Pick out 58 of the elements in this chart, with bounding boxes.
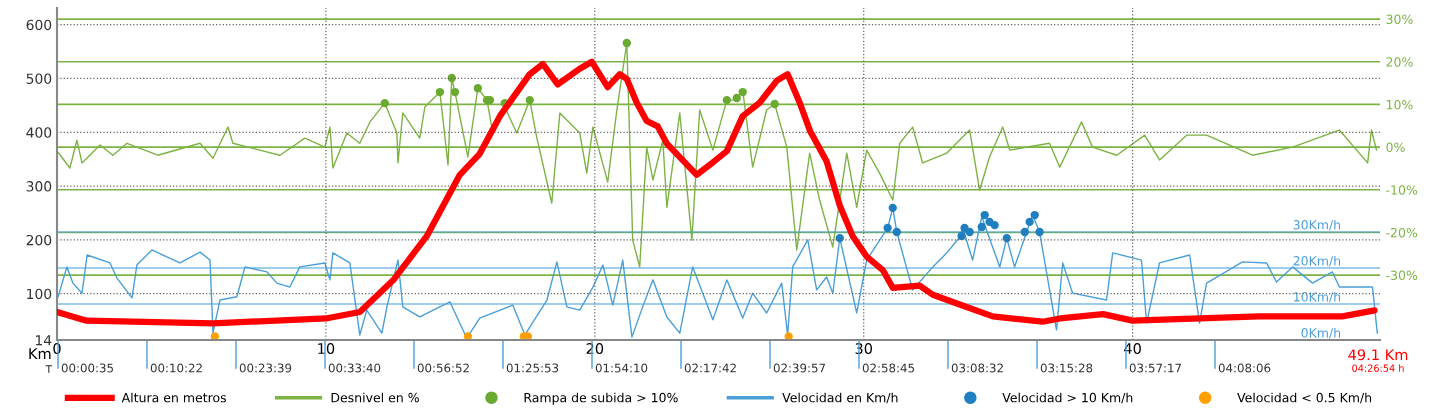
y3-tick-label: 30Km/h [1293, 219, 1341, 231]
text: 02:58:45 [862, 363, 914, 373]
text: 49.1 Km [1348, 349, 1408, 361]
y2-tick-label: -30% [1386, 270, 1418, 281]
y2-tick-label: 30% [1386, 14, 1413, 25]
x-tick-label: 20 [586, 343, 604, 355]
legend-label: Altura en metros [121, 392, 227, 403]
x-tick-label: 0 [53, 343, 61, 355]
point [435, 87, 445, 97]
point [732, 93, 741, 103]
y-tick-label: 500 [26, 73, 52, 84]
y2-tick-label: -20% [1386, 227, 1418, 238]
text: 01:54:10 [595, 363, 648, 373]
legend-label: Velocidad < 0.5 Km/h [1237, 392, 1372, 404]
text: 02:17:42 [684, 363, 736, 373]
point [473, 84, 482, 93]
y-tick-label: 14 [35, 335, 52, 346]
legend-label: Rampa de subida > 10% [524, 392, 678, 405]
legend-label: Desnivel en % [331, 392, 419, 403]
y-tick-label: 600 [26, 19, 52, 31]
x-tick-label: 40 [1124, 343, 1141, 355]
y3-tick-label: 20Km/h [1293, 255, 1341, 267]
point [722, 96, 731, 105]
point [380, 99, 389, 108]
point [525, 96, 534, 105]
text: 03:57:17 [1129, 363, 1182, 373]
text: 00:00:35 [61, 363, 113, 373]
y2-tick-label: -10% [1386, 185, 1418, 195]
legend-label: Velocidad > 10 Km/h [1002, 392, 1133, 404]
point [447, 73, 456, 83]
x-axis-title: Km [29, 348, 51, 359]
legend-label: Velocidad en Km/h [782, 392, 898, 404]
y-tick-label: 100 [27, 288, 52, 300]
text: 04:08:06 [1218, 363, 1271, 373]
text: 00:10:22 [150, 363, 202, 373]
text: 03:08:32 [951, 363, 1003, 373]
x-tick-label: 30 [855, 343, 873, 355]
y2-tick-label: 0% [1386, 142, 1405, 153]
text: 04:26:54 h [1352, 364, 1404, 372]
text: 00:33:40 [328, 363, 381, 373]
y-tick-label: 400 [26, 127, 52, 138]
point [622, 38, 631, 48]
y3-tick-label: 10Km/h [1294, 291, 1341, 303]
text: 00:23:39 [239, 363, 292, 373]
x-tick-label: 10 [318, 343, 335, 355]
y-tick-label: 300 [26, 181, 52, 192]
text: 00:56:52 [417, 363, 469, 373]
point [738, 87, 747, 97]
text: 02:39:57 [773, 363, 826, 373]
point [450, 87, 460, 97]
text: T [45, 365, 53, 373]
text: 03:15:28 [1040, 363, 1093, 373]
text: 01:25:53 [506, 363, 559, 373]
point [770, 99, 779, 109]
y2-tick-label: 20% [1386, 57, 1413, 67]
y3-tick-label: 0Km/h [1301, 327, 1341, 339]
y-tick-label: 200 [26, 234, 52, 246]
y2-tick-label: 10% [1386, 99, 1413, 110]
